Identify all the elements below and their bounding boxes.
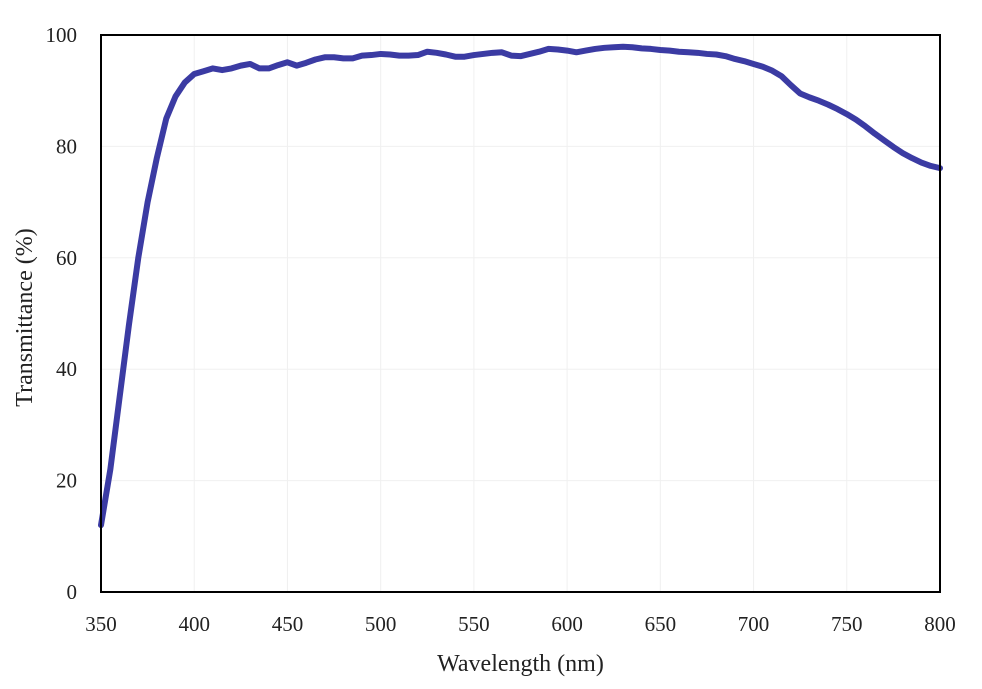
grid-layer xyxy=(101,35,940,592)
transmittance-series-line xyxy=(98,43,943,529)
y-tick-label: 40 xyxy=(56,357,77,381)
x-tick-label: 600 xyxy=(551,612,583,636)
x-axis-title: Wavelength (nm) xyxy=(437,651,604,677)
x-tick-label: 450 xyxy=(272,612,304,636)
series-layer xyxy=(98,43,943,529)
x-tick-label: 650 xyxy=(645,612,677,636)
tick-layer: 350 400 450 500 550 600 650 700 750 800 0 20 40 60 80 1… xyxy=(46,23,956,636)
x-tick-label: 800 xyxy=(924,612,956,636)
y-tick-label: 20 xyxy=(56,469,77,493)
x-tick-label: 350 xyxy=(85,612,117,636)
y-tick-label: 0 xyxy=(67,580,78,604)
y-tick-label: 60 xyxy=(56,246,77,270)
y-tick-label: 80 xyxy=(56,134,77,158)
x-tick-label: 400 xyxy=(178,612,210,636)
x-tick-label: 550 xyxy=(458,612,490,636)
y-axis-title: Transmittance (%) xyxy=(12,228,38,406)
x-tick-label: 700 xyxy=(738,612,770,636)
plot-frame xyxy=(100,34,941,593)
y-tick-label: 100 xyxy=(46,23,78,47)
x-tick-label: 750 xyxy=(831,612,863,636)
x-tick-label: 500 xyxy=(365,612,397,636)
